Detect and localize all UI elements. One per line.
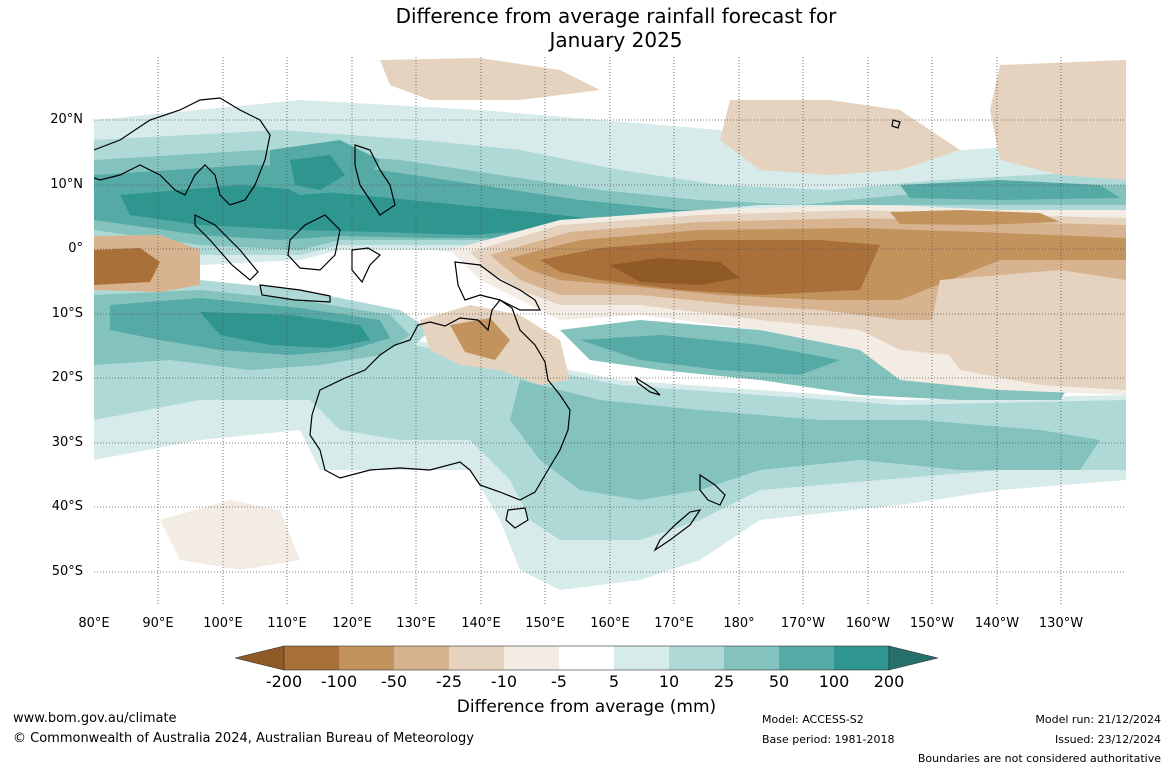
coastlines (94, 97, 901, 552)
colorbar-frame (283, 645, 890, 671)
lon-label-130e: 130°E (396, 616, 436, 631)
colorbar-swatch-wet-50 (779, 646, 834, 670)
colorbar-extend-wet (888, 645, 939, 671)
wet-band-north-very-strong (120, 185, 620, 235)
lat-label-10n: 10°N (50, 177, 83, 192)
coastline-new-zealand-south (653, 509, 702, 552)
map-title-line2: January 2025 (549, 28, 683, 52)
colorbar-label-5: 5 (608, 672, 620, 691)
colorbar-swatch-wet-25 (724, 646, 779, 670)
lat-label-20s: 20°S (51, 370, 83, 385)
lon-label-170w: 170°W (780, 616, 826, 631)
colorbar-swatch-dry-100 (339, 646, 394, 670)
lat-label-30s: 30°S (51, 435, 83, 450)
coastline-australia (309, 299, 571, 501)
footer-base-period: Base period: 1981-2018 (762, 733, 895, 746)
coastline-asia-mainland (94, 97, 271, 206)
lon-label-160e: 160°E (590, 616, 630, 631)
dry-band-north-pacific (890, 210, 1060, 225)
colorbar-extend-dry (234, 645, 285, 671)
wet-pocket-philippines-core (290, 155, 345, 190)
coastline-java (259, 284, 331, 303)
colorbar-label-10: 10 (658, 672, 680, 691)
footer-website: www.bom.gov.au/climate (13, 711, 177, 726)
lat-label-0: 0° (68, 241, 83, 256)
coastline-new-caledonia (634, 376, 661, 396)
colorbar-swatch-dry-200 (284, 646, 339, 670)
lon-label-100e: 100°E (203, 616, 243, 631)
coastline-philippines (354, 144, 396, 216)
dry-region-north-asia (380, 58, 600, 100)
colorbar-swatch-wet-100 (834, 646, 889, 670)
lon-label-140w: 140°W (974, 616, 1020, 631)
dry-pacific-tongue-extreme (610, 258, 740, 285)
colorbar-label-minus-10: -10 (490, 672, 518, 691)
lon-label-90e: 90°E (142, 616, 174, 631)
colorbar-label-minus-5: -5 (551, 672, 567, 691)
wet-region-south-core (510, 380, 1100, 500)
coastline-new-zealand-north (699, 473, 726, 506)
coastline-sulawesi (351, 247, 381, 284)
footer-issued: Issued: 23/12/2024 (1054, 733, 1161, 746)
colorbar-label-minus-25: -25 (435, 672, 463, 691)
colorbar-swatch-neutral (559, 646, 614, 670)
lon-label-150e: 150°E (525, 616, 565, 631)
colorbar-label-25: 25 (713, 672, 735, 691)
colorbar-swatch-dry-50 (394, 646, 449, 670)
lat-label-20n: 20°N (50, 112, 83, 127)
dry-region-south-indian (160, 500, 300, 570)
lon-label-140e: 140°E (461, 616, 501, 631)
colorbar-swatch-wet-10 (669, 646, 724, 670)
colorbar-label-minus-50: -50 (380, 672, 408, 691)
wet-region-spcz-core (580, 335, 840, 375)
footer-model: Model: ACCESS-S2 (762, 713, 864, 726)
colorbar (234, 645, 939, 671)
lon-label-110e: 110°E (267, 616, 307, 631)
colorbar-swatch-wet-5 (614, 646, 669, 670)
coastline-new-guinea (454, 261, 541, 311)
coastline-sumatra (194, 214, 259, 281)
footer-disclaimer: Boundaries are not considered authoritat… (917, 752, 1161, 765)
coastline-tasmania (505, 507, 529, 529)
colorbar-label-minus-100: -100 (320, 672, 358, 691)
wet-region-indian-ocean-strong (200, 312, 370, 348)
lat-label-10s: 10°S (51, 306, 83, 321)
colorbar-title: Difference from average (mm) (456, 697, 717, 717)
lon-label-120e: 120°E (332, 616, 372, 631)
rainfall-anomaly-field (94, 57, 1126, 604)
map-title-line1: Difference from average rainfall forecas… (395, 4, 837, 28)
coastline-hawaii (891, 119, 901, 129)
dry-region-north-east (720, 100, 960, 175)
dry-region-north-australia-core (450, 318, 510, 360)
graticule (94, 57, 1126, 604)
map-title: Difference from average rainfall forecas… (0, 4, 1173, 52)
lon-label-180: 180° (723, 616, 755, 631)
lon-label-170e: 170°E (654, 616, 694, 631)
colorbar-label-50: 50 (768, 672, 790, 691)
lon-label-160w: 160°W (845, 616, 891, 631)
colorbar-swatch-dry-25 (449, 646, 504, 670)
dry-region-equatorial-indian-core (94, 248, 160, 285)
colorbar-swatch-dry-10 (504, 646, 559, 670)
lat-label-50s: 50°S (51, 564, 83, 579)
lat-label-40s: 40°S (51, 499, 83, 514)
colorbar-label-200: 200 (873, 672, 905, 691)
footer-copyright: © Commonwealth of Australia 2024, Austra… (13, 731, 474, 746)
footer-model-run: Model run: 21/12/2024 (1035, 713, 1161, 726)
lon-label-130w: 130°W (1038, 616, 1084, 631)
colorbar-label-minus-200: -200 (265, 672, 303, 691)
dry-region-far-south-east (930, 270, 1126, 390)
colorbar-label-100: 100 (818, 672, 850, 691)
lon-label-150w: 150°W (909, 616, 955, 631)
coastline-borneo (287, 214, 341, 271)
lon-label-80e: 80°E (78, 616, 110, 631)
